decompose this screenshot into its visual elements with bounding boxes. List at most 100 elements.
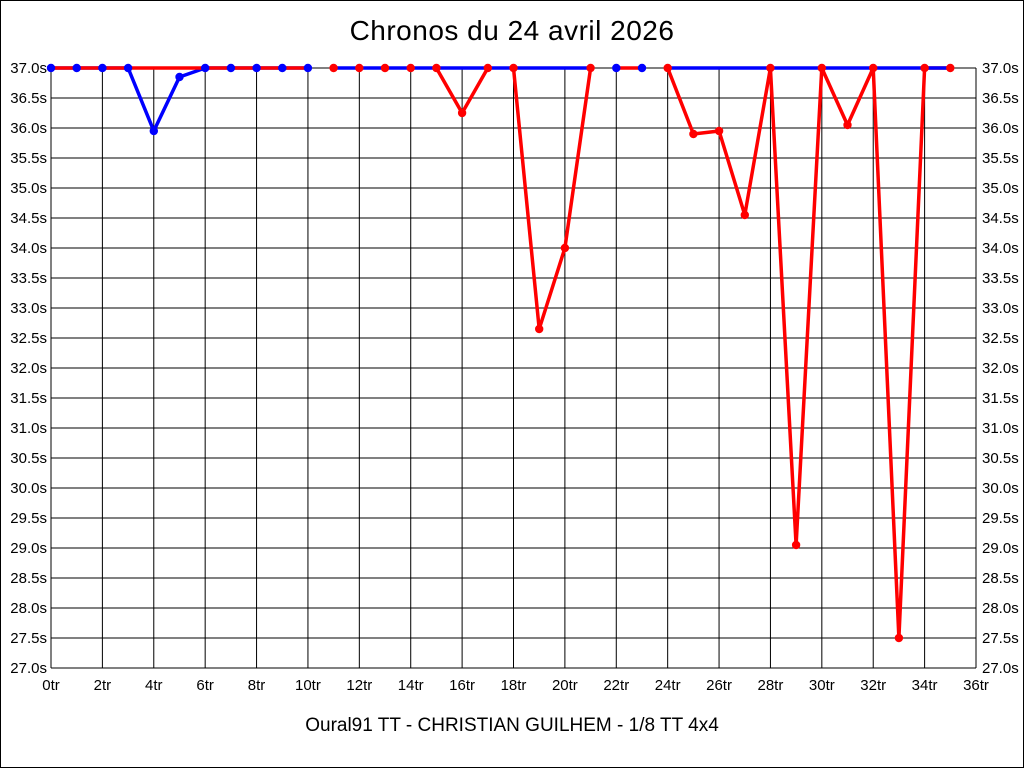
y-axis-label-left: 28.0s <box>10 600 47 617</box>
data-point-pilote-rouge-marker <box>483 63 492 73</box>
x-axis-label: 32tr <box>860 677 886 694</box>
data-point-pilote-bleu-marker <box>46 63 56 73</box>
y-axis-label-right: 36.5s <box>982 90 1019 107</box>
y-axis-label-left: 29.5s <box>10 510 47 527</box>
data-point-pilote-bleu-marker <box>123 63 133 73</box>
y-axis-label-right: 35.5s <box>982 150 1019 167</box>
data-point-pilote-rouge-marker <box>329 63 338 73</box>
x-axis-label: 22tr <box>603 677 629 694</box>
data-point-pilote-rouge-marker <box>355 63 364 73</box>
x-axis-label: 34tr <box>912 677 938 694</box>
y-axis-label-right: 29.0s <box>982 540 1019 557</box>
y-axis-label-right: 37.0s <box>982 60 1019 77</box>
y-axis-label-left: 30.0s <box>10 480 47 497</box>
y-axis-label-left: 34.5s <box>10 210 47 227</box>
x-axis-label: 2tr <box>94 677 112 694</box>
data-point-pilote-rouge-marker <box>740 210 749 220</box>
data-point-pilote-rouge-marker <box>920 63 929 73</box>
y-axis-label-right: 27.0s <box>982 660 1019 677</box>
data-point-pilote-bleu-marker <box>72 63 81 73</box>
y-axis-label-left: 33.0s <box>10 300 47 317</box>
data-point-pilote-rouge-marker <box>432 63 441 73</box>
y-axis-label-right: 28.0s <box>982 600 1019 617</box>
x-axis-label: 18tr <box>501 677 527 694</box>
y-axis-label-right: 33.0s <box>982 300 1019 317</box>
x-axis-label: 16tr <box>449 677 475 694</box>
data-point-pilote-rouge-marker <box>946 63 955 73</box>
data-point-pilote-rouge-marker <box>791 540 801 550</box>
y-axis-label-left: 35.5s <box>10 150 47 167</box>
y-axis-label-left: 30.5s <box>10 450 47 467</box>
data-point-pilote-rouge-marker <box>586 63 595 73</box>
data-point-pilote-rouge-marker <box>689 129 698 139</box>
data-point-pilote-rouge-marker <box>766 63 775 73</box>
x-axis-label: 28tr <box>758 677 784 694</box>
y-axis-label-left: 35.0s <box>10 180 47 197</box>
x-axis-label: 24tr <box>655 677 681 694</box>
data-point-pilote-rouge-marker <box>663 63 672 73</box>
y-axis-label-left: 34.0s <box>10 240 47 257</box>
x-axis-label: 4tr <box>145 677 163 694</box>
y-axis-label-right: 31.0s <box>982 420 1019 437</box>
y-axis-label-left: 27.5s <box>10 630 47 647</box>
y-axis-label-right: 29.5s <box>982 510 1019 527</box>
x-axis-label: 10tr <box>295 677 321 694</box>
y-axis-label-right: 33.5s <box>982 270 1019 287</box>
data-point-pilote-bleu-marker <box>612 63 621 73</box>
y-axis-label-left: 37.0s <box>10 60 47 77</box>
y-axis-label-right: 30.5s <box>982 450 1019 467</box>
x-axis-label: 30tr <box>809 677 835 694</box>
series-line-pilote-rouge <box>511 66 593 331</box>
x-axis-label: 20tr <box>552 677 578 694</box>
data-point-pilote-bleu-marker <box>637 63 647 73</box>
data-point-pilote-bleu-marker <box>175 72 184 82</box>
data-point-pilote-rouge-marker <box>380 63 390 73</box>
y-axis-label-left: 32.5s <box>10 330 47 347</box>
x-axis-label: 6tr <box>196 677 214 694</box>
data-point-pilote-bleu-marker <box>278 63 287 73</box>
data-point-pilote-bleu-marker <box>201 63 210 73</box>
data-point-pilote-rouge-marker <box>714 126 724 136</box>
chart-title: Chronos du 24 avril 2026 <box>349 15 675 46</box>
data-point-pilote-bleu-marker <box>98 63 107 73</box>
data-point-pilote-rouge-marker <box>817 63 826 73</box>
data-point-pilote-rouge-marker <box>869 63 878 73</box>
y-axis-label-right: 32.5s <box>982 330 1019 347</box>
y-axis-label-left: 33.5s <box>10 270 47 287</box>
data-point-pilote-rouge-marker <box>457 108 467 118</box>
y-axis-label-left: 27.0s <box>10 660 47 677</box>
y-axis-label-right: 34.5s <box>982 210 1019 227</box>
data-point-pilote-rouge-marker <box>535 324 544 334</box>
y-axis-label-right: 27.5s <box>982 630 1019 647</box>
x-axis-label: 14tr <box>398 677 424 694</box>
y-axis-label-left: 31.0s <box>10 420 47 437</box>
y-axis-label-right: 31.5s <box>982 390 1019 407</box>
series-line-pilote-rouge <box>665 66 953 640</box>
y-axis-label-right: 32.0s <box>982 360 1019 377</box>
x-axis-label: 36tr <box>963 677 989 694</box>
x-axis-label: 26tr <box>706 677 732 694</box>
data-point-pilote-rouge-marker <box>894 633 904 643</box>
y-axis-label-right: 30.0s <box>982 480 1019 497</box>
x-axis-label: 12tr <box>346 677 372 694</box>
x-axis-label: 8tr <box>248 677 266 694</box>
y-axis-label-left: 31.5s <box>10 390 47 407</box>
data-point-pilote-bleu-marker <box>252 63 261 73</box>
y-axis-label-left: 32.0s <box>10 360 47 377</box>
data-point-pilote-rouge-marker <box>560 243 570 253</box>
data-point-pilote-bleu-marker <box>303 63 313 73</box>
y-axis-label-right: 34.0s <box>982 240 1019 257</box>
y-axis-label-left: 29.0s <box>10 540 47 557</box>
data-point-pilote-rouge-marker <box>509 63 518 73</box>
data-point-pilote-rouge-marker <box>406 63 415 73</box>
chart-footer: Oural91 TT - CHRISTIAN GUILHEM - 1/8 TT … <box>305 715 719 736</box>
y-axis-label-left: 36.5s <box>10 90 47 107</box>
y-axis-label-right: 28.5s <box>982 570 1019 587</box>
y-axis-label-left: 36.0s <box>10 120 47 137</box>
x-axis-label: 0tr <box>42 677 60 694</box>
y-axis-label-left: 28.5s <box>10 570 47 587</box>
data-point-pilote-bleu-marker <box>149 126 158 136</box>
y-axis-label-right: 36.0s <box>982 120 1019 137</box>
